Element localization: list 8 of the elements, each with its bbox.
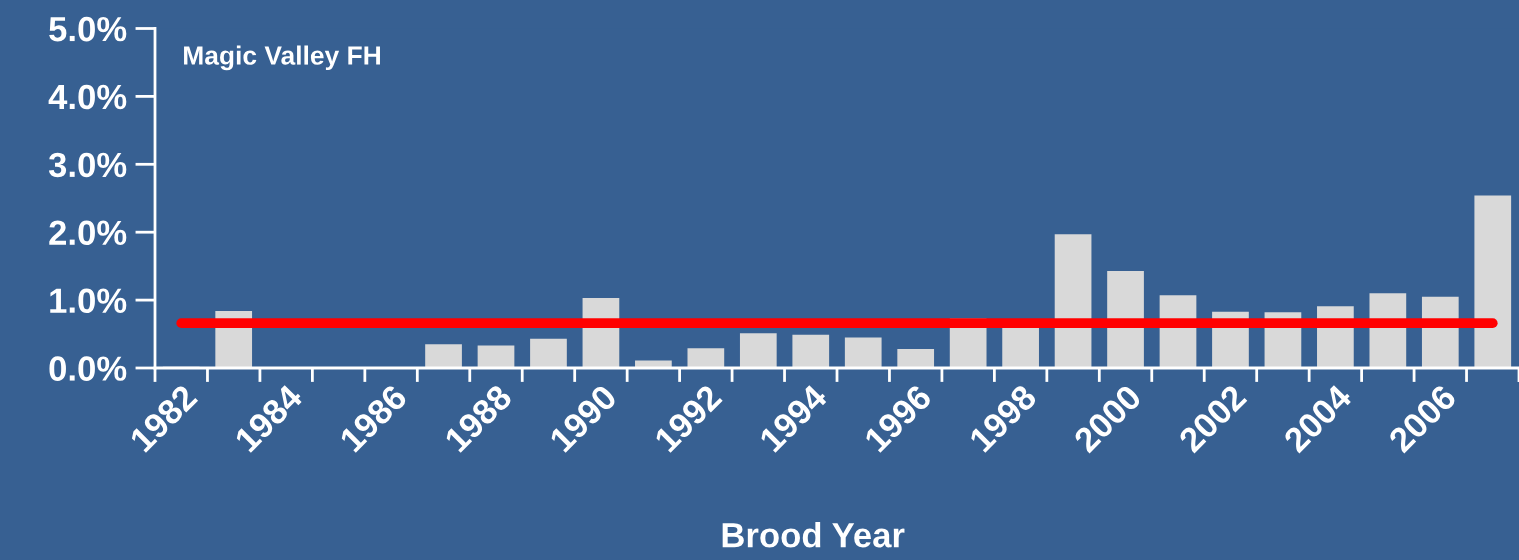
y-tick-label: 1.0%: [50, 288, 127, 314]
y-tick-label: 3.0%: [48, 152, 127, 178]
x-axis-title: Brood Year: [722, 522, 905, 548]
y-tick-label: 4.0%: [48, 84, 127, 110]
y-tick-label: 5.0%: [49, 16, 127, 42]
y-tick-label: 0.0%: [49, 356, 127, 381]
text: Magic Valley FH: [184, 45, 380, 71]
y-tick-label: 2.0%: [49, 220, 127, 246]
